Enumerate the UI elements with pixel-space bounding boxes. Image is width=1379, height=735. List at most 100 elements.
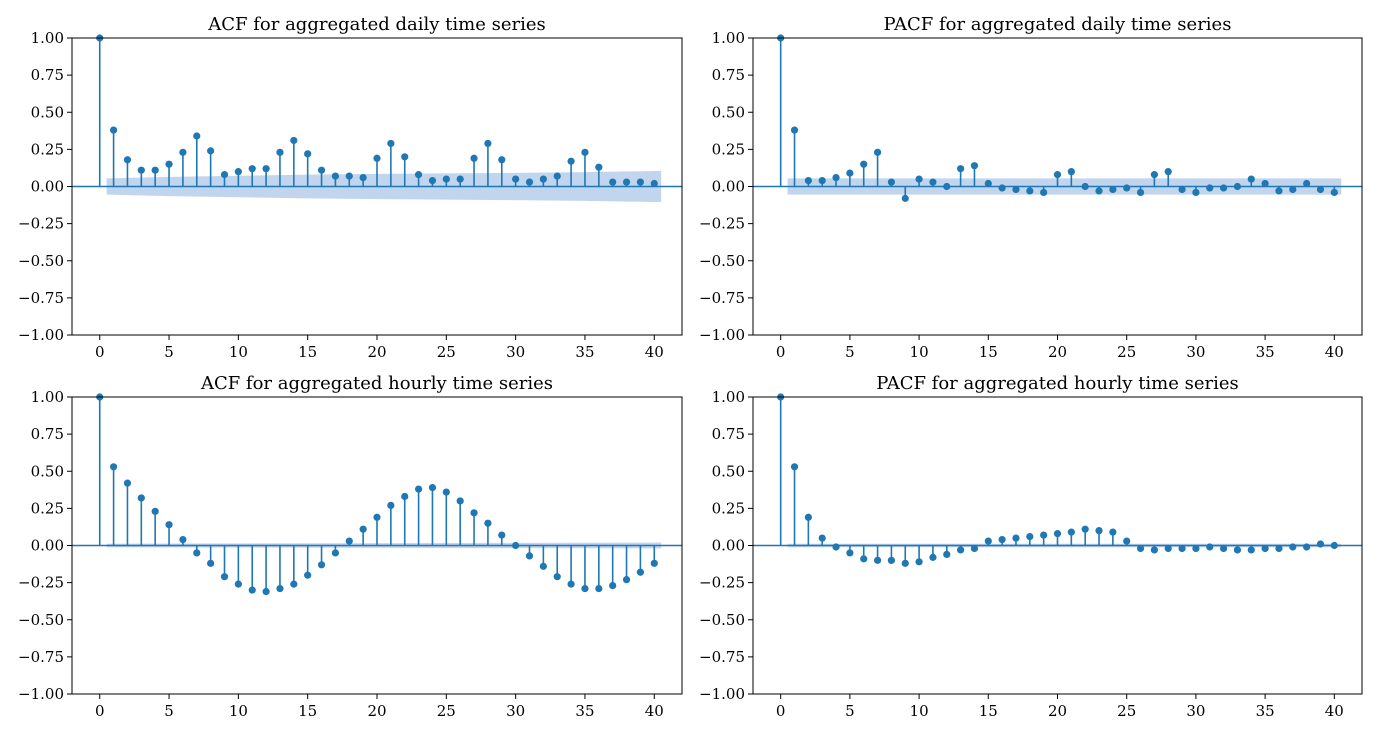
stem-marker bbox=[179, 535, 187, 544]
stem-marker bbox=[234, 168, 242, 176]
chart-panel-4: 0 5 10 15 20 25 30 35 40 1.00 0.75 0.50 0.25 0.00 −0.2… bbox=[699, 373, 1363, 720]
stem-marker bbox=[1123, 184, 1131, 192]
stem-marker bbox=[1247, 175, 1255, 183]
stem-marker bbox=[345, 537, 353, 545]
stem-marker bbox=[1316, 185, 1325, 194]
x-tick-label: 20 bbox=[367, 343, 386, 361]
y-tick-label: 1.00 bbox=[31, 388, 64, 406]
y-tick-label: 1.00 bbox=[31, 29, 64, 47]
stem-marker bbox=[1081, 525, 1089, 533]
stem-marker bbox=[428, 176, 437, 185]
chart-title: PACF for aggregated hourly time series bbox=[876, 373, 1239, 394]
stem-marker bbox=[262, 587, 270, 596]
x-tick-label: 25 bbox=[1117, 343, 1136, 361]
stem-marker bbox=[622, 576, 631, 584]
stem-marker bbox=[553, 573, 561, 581]
stem-marker bbox=[498, 156, 506, 164]
stem-marker bbox=[359, 173, 367, 182]
y-tick-label: 0.25 bbox=[712, 499, 745, 517]
stem-marker bbox=[804, 176, 812, 185]
stem-marker bbox=[915, 175, 923, 183]
stem-marker bbox=[818, 534, 826, 542]
stem-marker bbox=[359, 525, 367, 533]
y-tick-label: −0.25 bbox=[699, 215, 745, 233]
stem-marker bbox=[1109, 185, 1117, 194]
y-tick-label: −0.75 bbox=[699, 648, 745, 666]
stem-marker bbox=[1289, 543, 1297, 551]
stem-marker bbox=[290, 136, 298, 145]
x-tick-label: 25 bbox=[437, 343, 456, 361]
stem-marker bbox=[207, 147, 215, 155]
stem-marker bbox=[414, 485, 423, 493]
chart-panel-3: 0 5 10 15 20 25 30 35 40 1.00 0.75 0.50 0.25 0.00 −0.2… bbox=[18, 373, 683, 720]
stem-marker bbox=[901, 194, 909, 202]
x-tick-label: 15 bbox=[298, 702, 317, 720]
stem-marker bbox=[1040, 188, 1048, 197]
stem-marker bbox=[1178, 544, 1186, 553]
stem-marker bbox=[1053, 530, 1062, 538]
x-tick-label: 10 bbox=[910, 702, 929, 720]
stem-marker bbox=[1303, 179, 1311, 188]
stem-marker bbox=[470, 154, 478, 162]
stem-marker bbox=[1233, 182, 1242, 191]
stem-marker bbox=[331, 172, 340, 180]
stem-marker bbox=[109, 463, 118, 471]
x-tick-label: 30 bbox=[1186, 702, 1205, 720]
stem-marker bbox=[595, 163, 603, 171]
stem-marker bbox=[539, 562, 547, 570]
y-tick-label: 1.00 bbox=[712, 388, 745, 406]
stem-marker bbox=[650, 179, 658, 188]
stem-marker bbox=[512, 541, 520, 550]
x-tick-label: 25 bbox=[1117, 702, 1136, 720]
x-tick-label: 0 bbox=[776, 343, 786, 361]
stem-marker bbox=[137, 166, 145, 174]
stem-marker bbox=[957, 546, 965, 554]
stem-marker bbox=[456, 175, 464, 183]
y-tick-label: 0.50 bbox=[712, 462, 745, 480]
stem-marker bbox=[220, 171, 229, 179]
x-tick-label: 20 bbox=[1048, 343, 1067, 361]
stem-marker bbox=[1192, 544, 1200, 553]
stem-marker bbox=[1330, 541, 1338, 550]
stem-marker bbox=[1206, 543, 1214, 551]
stem-marker bbox=[262, 165, 270, 173]
y-tick-label: −0.50 bbox=[699, 252, 745, 270]
stem-marker bbox=[1095, 187, 1103, 195]
stem-marker bbox=[401, 492, 409, 501]
stem-marker bbox=[387, 139, 395, 148]
stem-marker bbox=[151, 507, 159, 515]
stem-marker bbox=[790, 126, 799, 134]
stem-marker bbox=[860, 160, 868, 168]
stem-marker bbox=[1275, 187, 1283, 195]
x-tick-label: 25 bbox=[437, 702, 456, 720]
stem-marker bbox=[470, 509, 478, 517]
stem-marker bbox=[525, 178, 534, 186]
stem-marker bbox=[622, 178, 631, 186]
stem-marker bbox=[345, 172, 353, 180]
x-tick-label: 0 bbox=[95, 343, 105, 361]
stem-marker bbox=[636, 568, 645, 576]
stem-marker bbox=[220, 573, 229, 581]
stem-marker bbox=[650, 559, 658, 567]
stem-marker bbox=[248, 586, 256, 594]
stem-marker bbox=[442, 488, 450, 496]
x-tick-label: 5 bbox=[164, 702, 174, 720]
y-tick-label: 0.25 bbox=[31, 140, 64, 158]
y-tick-label: 0.75 bbox=[31, 66, 64, 84]
stem-marker bbox=[276, 148, 284, 156]
y-tick-label: −0.50 bbox=[699, 611, 745, 629]
y-tick-label: −0.75 bbox=[18, 289, 64, 307]
x-tick-label: 5 bbox=[845, 343, 855, 361]
stem-marker bbox=[1164, 168, 1172, 176]
stem-marker bbox=[151, 166, 159, 174]
stem-marker bbox=[137, 494, 145, 502]
stem-marker bbox=[1316, 540, 1325, 548]
chart-title: ACF for aggregated daily time series bbox=[207, 14, 545, 35]
stem-marker bbox=[484, 519, 492, 527]
stem-marker bbox=[943, 550, 951, 559]
stem-marker bbox=[943, 182, 951, 191]
stem-marker bbox=[1040, 531, 1048, 539]
stem-marker bbox=[636, 178, 645, 186]
x-tick-label: 5 bbox=[845, 702, 855, 720]
stem-marker bbox=[984, 179, 992, 188]
